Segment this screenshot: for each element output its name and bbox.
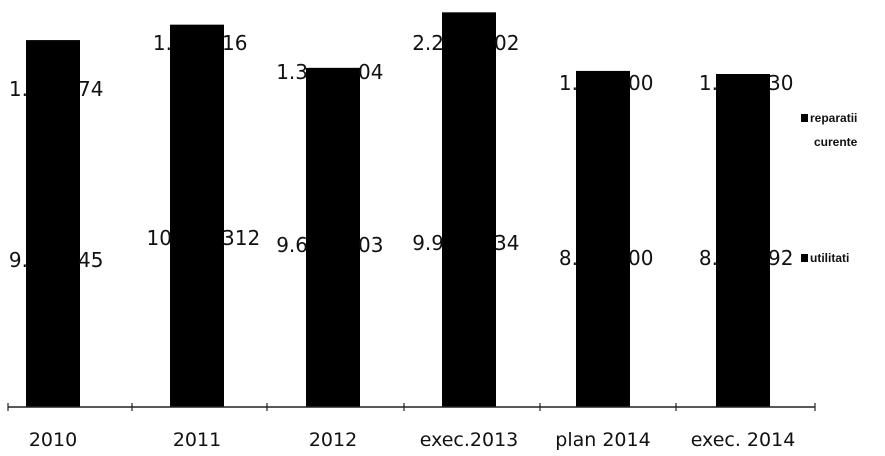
utilitati-label-3-right: 34 [494,231,519,255]
x-axis-ticks [7,403,816,411]
reparatii-label-5-right: 30 [768,71,793,95]
bar-5 [716,74,770,407]
legend-swatch-reparatii [801,114,808,122]
category-label-2: 2012 [309,429,357,451]
reparatii-label-4-right: 00 [628,71,653,95]
bars-group [26,12,770,408]
utilitati-label-5-right: 92 [768,246,793,270]
category-label-4: plan 2014 [555,429,650,451]
reparatii-label-0-right: 74 [78,77,103,101]
reparatii-label-5-left: 1. [699,71,718,95]
reparatii-label-0-left: 1. [9,77,28,101]
reparatii-label-2-right: 04 [358,60,383,84]
category-label-1: 2011 [173,429,221,451]
utilitati-label-2-right: 03 [358,233,383,257]
utilitati-label-4-left: 8. [559,246,578,270]
utilitati-label-4-right: 00 [628,246,653,270]
bar-0 [26,40,80,407]
utilitati-label-1-left: 10 [147,226,172,250]
reparatii-label-1-right: 16 [222,31,247,55]
utilitati-label-1-right: 312 [222,226,260,250]
bar-1 [170,24,224,408]
reparatii-label-2-left: 1.3 [276,60,308,84]
bar-4 [576,70,630,408]
category-label-3: exec.2013 [420,429,519,451]
legend-label-reparatii-line1: reparatii [810,111,857,125]
legend-label-utilitati: utilitati [810,251,849,265]
reparatii-label-1-left: 1. [153,31,172,55]
legend-swatch-utilitati [801,254,808,262]
reparatii-label-4-left: 1. [559,71,578,95]
legend-label-reparatii-line2: curente [814,135,858,149]
bar-2 [306,67,360,407]
utilitati-label-0-right: 45 [78,248,103,272]
utilitati-label-5-left: 8. [699,246,718,270]
category-labels: 2010 2011 2012 exec.2013 plan 2014 exec. 2014 [29,429,795,451]
category-label-0: 2010 [29,429,77,451]
reparatii-label-3-right: 02 [494,31,519,55]
reparatii-label-3-left: 2.2 [412,31,444,55]
utilitati-label-2-left: 9.6 [276,233,308,257]
category-label-5: exec. 2014 [691,429,796,451]
utilitati-label-0-left: 9. [9,248,28,272]
legend: reparatii curente utilitati [801,111,858,265]
data-labels: 1. 74 1. 16 1.3 04 2.2 02 1. 00 1. 30 9. 45 10 312 9.6 03… [9,31,794,272]
utilitati-label-3-left: 9.9 [412,231,444,255]
bar-3 [442,12,496,407]
